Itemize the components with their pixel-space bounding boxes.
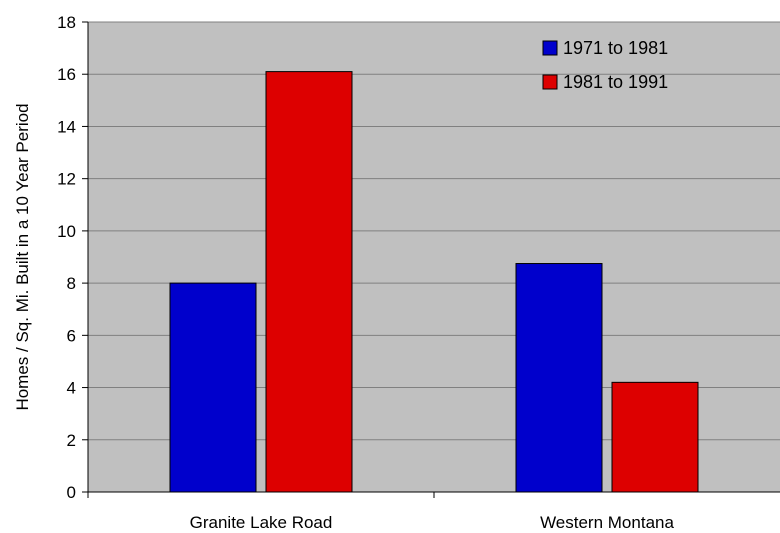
y-tick-label: 0 bbox=[67, 483, 76, 502]
legend: 1971 to 1981 1981 to 1991 bbox=[542, 38, 668, 92]
y-tick-label: 6 bbox=[67, 326, 76, 345]
bar-western-montana-series-2 bbox=[611, 381, 699, 493]
legend-label: 1981 to 1991 bbox=[563, 72, 668, 92]
bar-western-montana-series-1 bbox=[515, 263, 603, 493]
legend-swatch bbox=[542, 74, 558, 90]
bar-granite-lake-road-series-2 bbox=[265, 71, 353, 493]
y-tick-label: 8 bbox=[67, 274, 76, 293]
y-tick-label: 2 bbox=[67, 431, 76, 450]
x-category-label: Western Montana bbox=[540, 513, 674, 532]
y-tick-label: 10 bbox=[57, 222, 76, 241]
y-tick-label: 4 bbox=[67, 379, 76, 398]
y-ticks: 0 2 4 6 8 10 12 14 16 18 bbox=[57, 13, 88, 502]
x-ticks: Granite Lake Road Western Montana bbox=[87, 492, 674, 532]
y-tick-label: 14 bbox=[57, 117, 76, 136]
legend-label: 1971 to 1981 bbox=[563, 38, 668, 58]
legend-swatch bbox=[542, 40, 558, 56]
bars bbox=[169, 71, 699, 493]
bar-granite-lake-road-series-1 bbox=[169, 282, 257, 493]
y-axis-label: Homes / Sq. Mi. Built in a 10 Year Perio… bbox=[13, 103, 32, 410]
x-category-label: Granite Lake Road bbox=[190, 513, 333, 532]
y-tick-label: 18 bbox=[57, 13, 76, 32]
y-tick-label: 12 bbox=[57, 170, 76, 189]
y-tick-label: 16 bbox=[57, 65, 76, 84]
